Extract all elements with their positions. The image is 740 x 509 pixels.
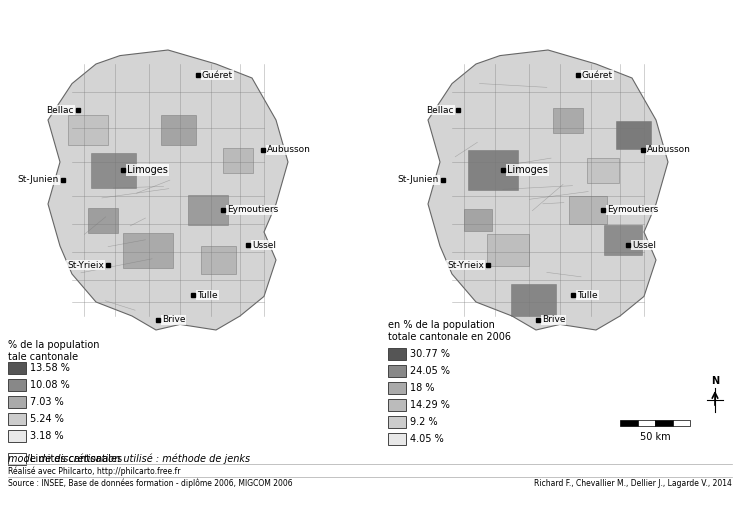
Text: Limoges: Limoges (127, 165, 168, 175)
Text: Ussel: Ussel (632, 240, 656, 249)
Bar (569, 196, 607, 224)
Text: 30.77 %: 30.77 % (410, 349, 450, 359)
Bar (388, 382, 406, 394)
Bar (487, 234, 529, 266)
Text: 4.05 %: 4.05 % (410, 434, 444, 444)
Text: en % de la population
totale cantonale en 2006: en % de la population totale cantonale e… (388, 320, 511, 342)
Bar (8, 379, 26, 391)
Text: 24.05 %: 24.05 % (410, 366, 450, 376)
Text: 10.08 %: 10.08 % (30, 380, 70, 390)
Bar (90, 153, 135, 187)
Text: Aubusson: Aubusson (647, 146, 691, 155)
Text: Brive: Brive (162, 316, 186, 325)
Text: Source : INSEE, Base de données formation - diplôme 2006, MIGCOM 2006: Source : INSEE, Base de données formatio… (8, 479, 292, 489)
Bar (587, 157, 619, 183)
Text: mode de discrétisation utilisé : méthode de jenks: mode de discrétisation utilisé : méthode… (8, 453, 250, 464)
Bar (673, 420, 690, 426)
Bar (8, 362, 26, 374)
Bar (388, 365, 406, 377)
Bar (637, 420, 655, 426)
Text: N: N (711, 376, 719, 386)
Bar (68, 115, 108, 145)
Bar (468, 150, 518, 190)
Bar (553, 107, 583, 132)
Text: Eymoutiers: Eymoutiers (607, 206, 659, 214)
Text: St-Junien: St-Junien (18, 176, 59, 184)
Text: % de la population
tale cantonale: % de la population tale cantonale (8, 340, 99, 361)
Bar (123, 233, 173, 268)
Text: Bellac: Bellac (426, 105, 454, 115)
Bar (388, 399, 406, 411)
Text: Réalisé avec Philcarto, http://philcarto.free.fr: Réalisé avec Philcarto, http://philcarto… (8, 467, 181, 476)
Bar (620, 420, 637, 426)
Bar (511, 284, 556, 316)
Text: 13.58 %: 13.58 % (30, 363, 70, 373)
Text: Bellac: Bellac (47, 105, 74, 115)
Bar (8, 413, 26, 425)
Bar (464, 209, 492, 231)
Text: Aubusson: Aubusson (267, 146, 311, 155)
Text: 7.03 %: 7.03 % (30, 397, 64, 407)
Text: St-Yrieix: St-Yrieix (67, 261, 104, 269)
Bar (616, 121, 650, 149)
Text: Guéret: Guéret (202, 71, 233, 79)
Text: 18 %: 18 % (410, 383, 434, 393)
Bar (8, 396, 26, 408)
Bar (388, 416, 406, 428)
Text: Ussel: Ussel (252, 240, 276, 249)
Text: 5.24 %: 5.24 % (30, 414, 64, 424)
Text: Limites cantonales: Limites cantonales (30, 454, 122, 464)
Text: 14.29 %: 14.29 % (410, 400, 450, 410)
Text: Brive: Brive (542, 316, 565, 325)
Text: 50 km: 50 km (639, 432, 670, 442)
Bar (201, 246, 235, 274)
Text: Eymoutiers: Eymoutiers (227, 206, 278, 214)
Text: Tulle: Tulle (197, 291, 218, 299)
Bar (161, 115, 195, 145)
Text: St-Junien: St-Junien (398, 176, 439, 184)
Text: Tulle: Tulle (577, 291, 598, 299)
Bar (88, 208, 118, 233)
Text: 3.18 %: 3.18 % (30, 431, 64, 441)
Polygon shape (48, 50, 288, 330)
Bar (604, 225, 642, 255)
Bar (188, 195, 228, 225)
Bar (223, 148, 253, 173)
Polygon shape (428, 50, 668, 330)
Text: St-Yrieix: St-Yrieix (447, 261, 484, 269)
Bar (8, 453, 26, 465)
Bar (655, 420, 673, 426)
Bar (388, 433, 406, 445)
Text: 9.2 %: 9.2 % (410, 417, 437, 427)
Text: Richard F., Chevallier M., Dellier J., Lagarde V., 2014: Richard F., Chevallier M., Dellier J., L… (534, 479, 732, 488)
Bar (388, 348, 406, 360)
Text: Guéret: Guéret (582, 71, 613, 79)
Bar (8, 430, 26, 442)
Text: Limoges: Limoges (507, 165, 548, 175)
